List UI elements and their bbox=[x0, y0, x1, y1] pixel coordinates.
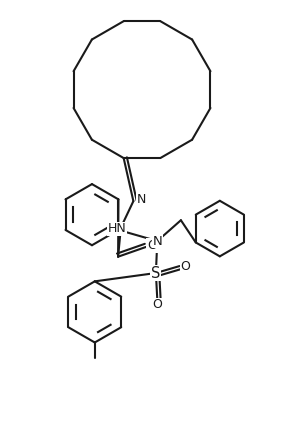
Text: O: O bbox=[181, 260, 191, 273]
Text: N: N bbox=[137, 193, 146, 206]
Text: S: S bbox=[151, 265, 160, 281]
Text: O: O bbox=[152, 298, 162, 311]
Text: N: N bbox=[153, 235, 162, 248]
Text: O: O bbox=[147, 239, 157, 252]
Text: HN: HN bbox=[107, 223, 126, 235]
